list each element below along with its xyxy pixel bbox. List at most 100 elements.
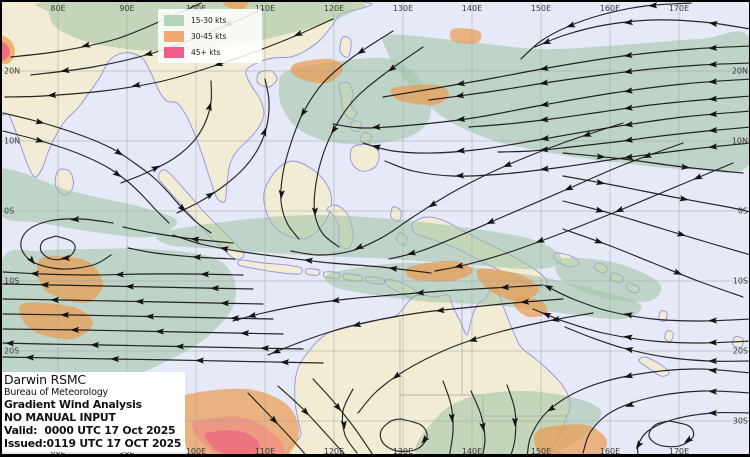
longitude-label-bottom: 140E — [462, 447, 482, 456]
longitude-label-top: 80E — [50, 4, 65, 13]
latitude-label-right: 10S — [733, 277, 748, 286]
streamline-arrowhead — [60, 311, 70, 319]
landmass — [390, 206, 402, 222]
streamline-arrowhead — [676, 230, 687, 237]
streamline-arrowhead — [219, 246, 230, 253]
streamline — [313, 46, 424, 248]
streamline — [290, 122, 624, 256]
streamline-arrowhead — [540, 134, 550, 142]
streamline-arrowhead — [708, 21, 718, 28]
streamline-arrowhead — [455, 92, 465, 99]
streamline-arrowhead — [511, 417, 519, 427]
longitude-label-bottom: 100E — [186, 447, 206, 456]
streamline-arrowhead — [35, 118, 45, 125]
streamline — [280, 30, 394, 240]
legend-label: 30-45 kts — [191, 32, 227, 41]
streamline-arrowhead — [623, 104, 633, 111]
streamline-arrowhead — [354, 242, 365, 250]
streamline — [247, 392, 306, 454]
streamline-arrowhead — [448, 413, 455, 423]
streamline-arrowhead — [205, 101, 212, 112]
landmass — [305, 268, 321, 276]
streamline-arrowhead — [539, 64, 549, 71]
streamline-arrowhead — [539, 100, 550, 108]
streamline-arrowhead — [406, 249, 417, 256]
streamline-arrowhead — [200, 271, 210, 278]
streamline-arrowhead — [673, 268, 683, 275]
streamline — [379, 418, 428, 453]
longitude-label-top: 160E — [600, 4, 620, 13]
streamline-arrowhead — [468, 335, 478, 342]
streamline-arrowhead — [679, 195, 689, 202]
streamline-arrowhead — [371, 144, 382, 151]
wind-shade-45+ — [1, 42, 11, 61]
streamline-arrowhead — [708, 110, 718, 118]
landmass — [1, 1, 372, 203]
streamline-arrowhead — [539, 79, 549, 86]
streamline-arrowhead — [502, 160, 513, 168]
issued-time: Issued:0119 UTC 17 OCT 2025 — [4, 437, 182, 450]
streamline-arrowhead — [623, 312, 633, 319]
streamline — [2, 356, 324, 364]
streamline — [277, 385, 346, 454]
landmass — [349, 144, 380, 172]
wind-shade-30-45 — [449, 28, 482, 44]
streamline-arrowhead — [278, 189, 285, 200]
streamline-arrowhead — [500, 283, 510, 291]
streamline — [122, 226, 234, 244]
streamline-arrowhead — [115, 271, 125, 278]
longitude-label-top: 140E — [462, 4, 482, 13]
streamline — [312, 378, 374, 454]
streamline — [176, 78, 270, 214]
streamline-arrowhead — [70, 216, 80, 223]
streamline-arrowhead — [623, 68, 633, 75]
streamline-arrowhead — [388, 265, 398, 273]
streamline — [382, 45, 749, 98]
streamline-arrowhead — [479, 422, 486, 432]
streamline-arrowhead — [486, 217, 496, 225]
streamline-arrowhead — [112, 169, 122, 178]
streamline-arrowhead — [415, 289, 425, 296]
longitude-label-bottom: 120E — [324, 447, 344, 456]
wind-shade-30-45 — [223, 1, 249, 10]
streamline-arrowhead — [535, 236, 546, 243]
streamline-arrowhead — [546, 404, 557, 412]
longitude-label-bottom: 110E — [255, 447, 275, 456]
streamline — [127, 247, 236, 260]
manual-input-note: NO MANUAL INPUT — [4, 411, 116, 424]
legend-swatch-45plus-icon — [164, 47, 184, 58]
streamline — [434, 162, 734, 272]
streamline-arrowhead — [125, 283, 135, 290]
streamline — [497, 126, 749, 153]
streamline — [2, 342, 304, 350]
wind-shade-15-30 — [382, 31, 749, 174]
streamline-arrowhead — [623, 136, 634, 143]
longitude-label-bottom: 170E — [669, 447, 689, 456]
streamline-arrowhead — [596, 153, 606, 160]
streamline-arrowhead — [680, 163, 691, 170]
streamline-arrowhead — [623, 87, 633, 94]
streamline-arrowhead — [539, 146, 549, 153]
valid-time: Valid: 0000 UTC 17 Oct 2025 — [4, 424, 176, 437]
streamline-arrowhead — [542, 312, 552, 319]
streamline — [4, 18, 334, 98]
streamline-arrowhead — [240, 330, 250, 337]
streamline-arrowhead — [435, 306, 445, 314]
streamline-arrowhead — [25, 354, 35, 361]
latitude-label-left: 10N — [4, 137, 20, 146]
streamline-arrowhead — [683, 435, 694, 443]
streamline-arrowhead — [708, 339, 718, 346]
streamline-arrowhead — [539, 116, 549, 123]
streamline-arrowhead — [456, 115, 466, 123]
streamline-arrowhead — [300, 107, 309, 117]
streamline-arrowhead — [70, 326, 80, 334]
legend-label: 45+ kts — [191, 48, 221, 57]
streamline — [388, 142, 684, 260]
streamline-arrowhead — [40, 281, 50, 288]
streamline — [562, 152, 744, 174]
streamline — [506, 384, 517, 454]
legend-row: 30-45 kts — [164, 31, 256, 42]
streamline-arrowhead — [708, 126, 718, 134]
